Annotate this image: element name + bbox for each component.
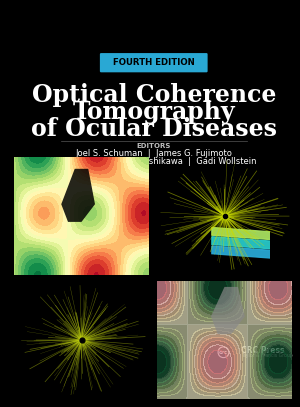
Text: FOURTH EDITION: FOURTH EDITION [113,58,195,67]
Text: Taylor & Francis Group: Taylor & Francis Group [241,353,293,358]
Polygon shape [34,217,96,229]
Text: Optical Coherence: Optical Coherence [32,83,276,107]
Text: EDITORS: EDITORS [136,143,171,149]
Text: Joel S. Schuman  |  James G. Fujimoto: Joel S. Schuman | James G. Fujimoto [75,149,232,158]
Polygon shape [34,226,96,238]
Text: Tomography: Tomography [72,100,235,124]
Text: Jay S. Duker  |  Hiroshi Ishikawa  |  Gadi Wollstein: Jay S. Duker | Hiroshi Ishikawa | Gadi W… [50,157,257,166]
Text: CRC Press: CRC Press [241,346,285,355]
Polygon shape [212,246,274,258]
FancyBboxPatch shape [100,53,208,72]
Polygon shape [212,237,274,249]
Polygon shape [212,228,274,240]
Text: of Ocular Diseases: of Ocular Diseases [31,117,277,141]
Text: crc: crc [219,350,228,355]
Polygon shape [34,208,96,220]
Polygon shape [211,287,245,334]
Polygon shape [61,169,95,222]
